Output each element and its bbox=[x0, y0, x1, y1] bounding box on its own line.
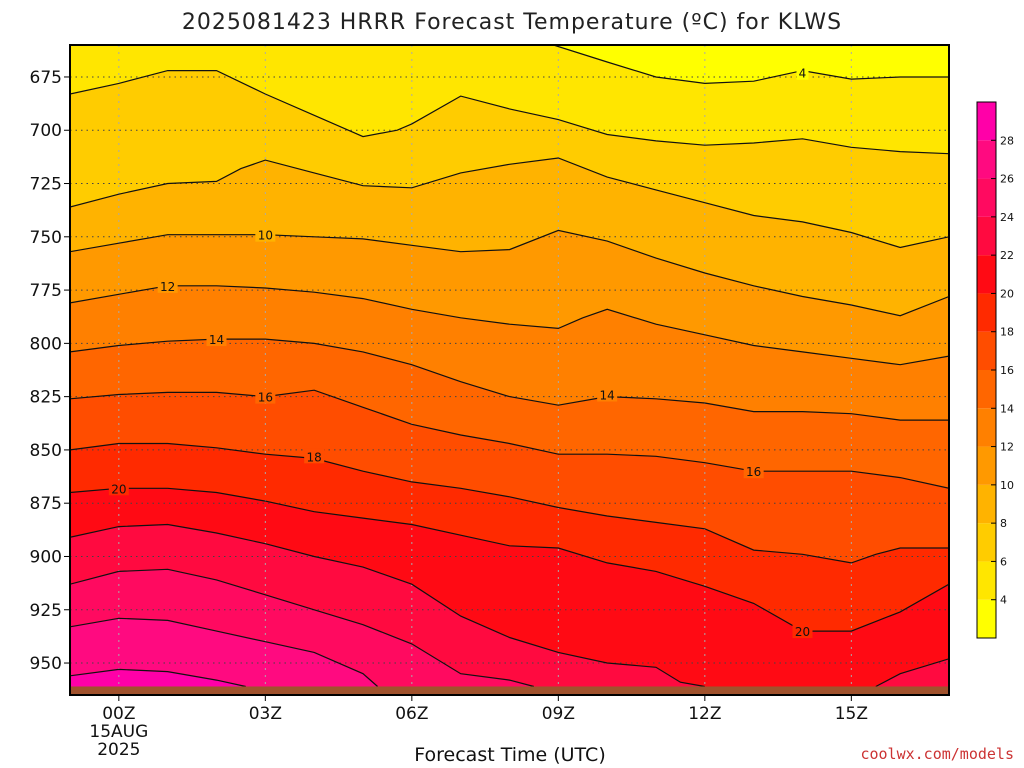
contour-line-12 bbox=[70, 285, 949, 366]
contour-line-6 bbox=[70, 70, 949, 155]
contour-label: 18 bbox=[307, 450, 322, 464]
colorbar-swatch bbox=[977, 140, 996, 179]
colorbar-swatch bbox=[977, 216, 996, 256]
y-tick-label: 950 bbox=[30, 654, 62, 674]
contour-line-22 bbox=[70, 523, 705, 688]
chart-title: 2025081423 HRRR Forecast Temperature (ºC… bbox=[182, 10, 842, 35]
colorbar-label: 18 bbox=[1000, 326, 1014, 339]
colorbar-swatch bbox=[977, 331, 996, 370]
colorbar-label: 16 bbox=[1000, 364, 1014, 377]
contour-label-bg bbox=[743, 463, 764, 479]
x-tick-label: 03Z bbox=[249, 704, 282, 724]
temperature-fill-layer bbox=[70, 45, 949, 695]
contour-label: 10 bbox=[258, 229, 273, 243]
contour-line-24 bbox=[70, 568, 535, 688]
x-tick-label: 15AUG bbox=[89, 722, 148, 742]
colorbar-swatch bbox=[977, 408, 996, 447]
colorbar-swatch bbox=[977, 599, 996, 638]
y-tick-label: 900 bbox=[30, 547, 62, 567]
contour-label-bg bbox=[206, 331, 227, 347]
contour-label-layer: 4 10 12 14 16 14 18 16 20 20 bbox=[108, 64, 813, 639]
y-tick-label: 800 bbox=[30, 334, 62, 354]
colorbar-label: 20 bbox=[1000, 287, 1014, 300]
y-axis: 675 700 725 750 775 800 825 850 875 900 925 950 bbox=[30, 68, 70, 674]
colorbar-label: 6 bbox=[1000, 555, 1007, 568]
contour-label-bg bbox=[255, 226, 276, 242]
contour-label-bg bbox=[304, 448, 325, 464]
y-tick-label: 675 bbox=[30, 68, 62, 88]
y-tick-label: 725 bbox=[30, 175, 62, 195]
contour-line-10 bbox=[70, 229, 949, 317]
contour-label-bg bbox=[796, 64, 809, 80]
y-tick-label: 750 bbox=[30, 228, 62, 248]
colorbar-swatch bbox=[977, 370, 996, 409]
contour-label-bg bbox=[255, 388, 276, 404]
colorbar-swatch bbox=[977, 446, 996, 485]
colorbar-label: 8 bbox=[1000, 517, 1007, 530]
credit-text: coolwx.com/models bbox=[860, 745, 1014, 763]
colorbar-label: 4 bbox=[1000, 594, 1007, 607]
ground-surface bbox=[70, 686, 949, 695]
x-tick-label: 09Z bbox=[542, 704, 575, 724]
contour-line-16 bbox=[70, 389, 949, 489]
contour-line-18 bbox=[70, 442, 949, 564]
contour-line-28 bbox=[70, 668, 246, 688]
x-tick-label: 2025 bbox=[97, 740, 140, 760]
colorbar-label: 26 bbox=[1000, 173, 1014, 186]
colorbar-swatch bbox=[977, 561, 996, 600]
y-tick-label: 775 bbox=[30, 281, 62, 301]
y-tick-label: 850 bbox=[30, 441, 62, 461]
y-tick-label: 825 bbox=[30, 388, 62, 408]
colorbar-swatch bbox=[977, 523, 996, 562]
colorbar-label: 24 bbox=[1000, 211, 1014, 224]
colorbar-label: 14 bbox=[1000, 402, 1014, 415]
contour-line-22 bbox=[875, 658, 949, 688]
contour-label: 20 bbox=[795, 625, 810, 639]
x-tick-label: 06Z bbox=[395, 704, 428, 724]
contour-label-bg bbox=[108, 480, 129, 496]
contour-label-bg bbox=[792, 623, 813, 639]
x-axis-label: Forecast Time (UTC) bbox=[414, 744, 605, 766]
colorbar-swatch bbox=[977, 484, 996, 524]
colorbar-swatch bbox=[977, 102, 996, 141]
contour-line-8 bbox=[70, 157, 949, 249]
y-tick-label: 700 bbox=[30, 121, 62, 141]
contour-label: 14 bbox=[600, 389, 615, 403]
contour-label-bg bbox=[157, 277, 178, 293]
colorbar: 4 6 8 10 12 14 16 18 20 22 24 26 28 bbox=[976, 101, 1014, 639]
x-tick-label: 12Z bbox=[688, 704, 721, 724]
temp-band-warm-pocket bbox=[875, 658, 949, 695]
contour-label: 16 bbox=[746, 465, 761, 479]
x-tick-label: 00Z bbox=[102, 704, 135, 724]
contour-label: 16 bbox=[258, 391, 273, 405]
contour-label: 14 bbox=[209, 333, 224, 347]
contour-label: 4 bbox=[799, 67, 807, 81]
plot-frame bbox=[69, 44, 950, 696]
contour-label: 12 bbox=[160, 280, 175, 294]
colorbar-label: 12 bbox=[1000, 441, 1014, 454]
x-tick-label: 15Z bbox=[835, 704, 868, 724]
colorbar-label: 28 bbox=[1000, 134, 1014, 147]
colorbar-swatch bbox=[977, 255, 996, 294]
contour-line-4 bbox=[553, 45, 949, 85]
colorbar-label: 22 bbox=[1000, 249, 1014, 262]
colorbar-swatch bbox=[977, 293, 996, 332]
y-tick-label: 925 bbox=[30, 601, 62, 621]
contour-line-26 bbox=[70, 617, 378, 687]
colorbar-label: 10 bbox=[1000, 479, 1014, 492]
colorbar-swatch bbox=[977, 178, 996, 217]
y-tick-label: 875 bbox=[30, 494, 62, 514]
temp-band-below-4 bbox=[553, 45, 949, 84]
contour-label: 20 bbox=[111, 482, 126, 496]
contour-label-bg bbox=[597, 386, 618, 402]
